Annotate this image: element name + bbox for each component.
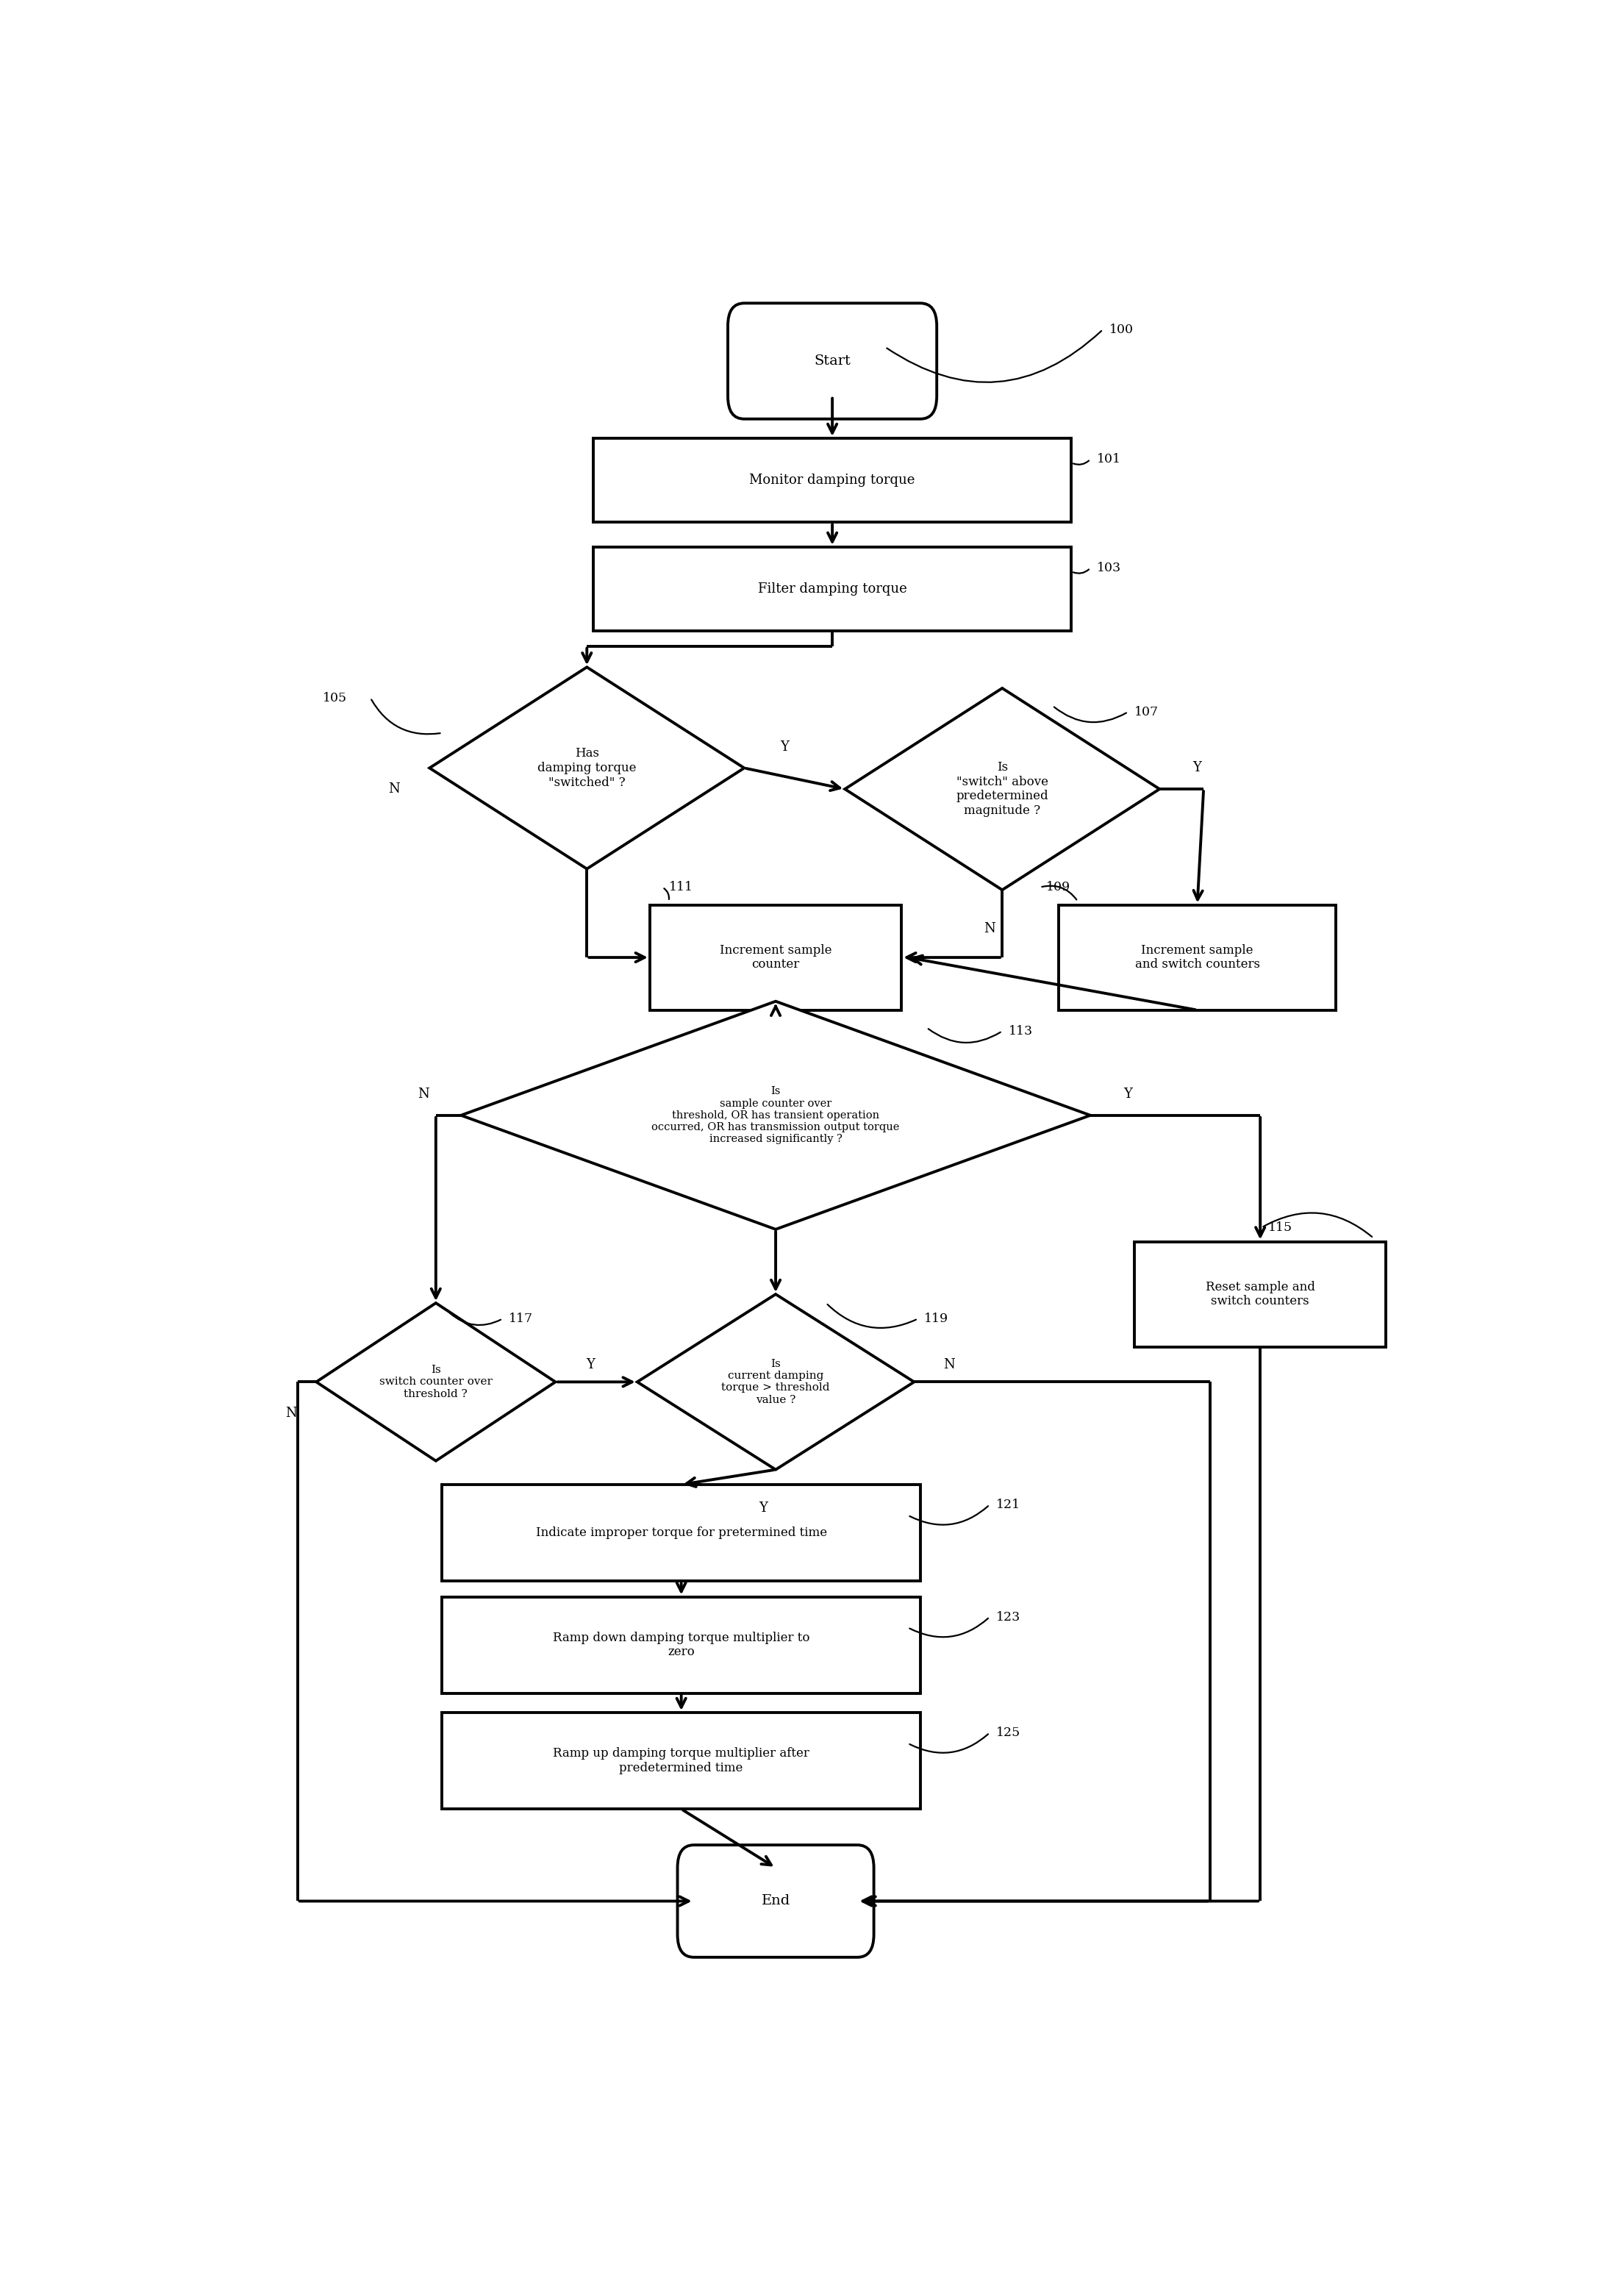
Text: Ramp up damping torque multiplier after
predetermined time: Ramp up damping torque multiplier after … bbox=[554, 1747, 809, 1775]
Text: Start: Start bbox=[814, 355, 851, 367]
Bar bbox=[442, 1713, 921, 1809]
Text: 113: 113 bbox=[1009, 1025, 1033, 1036]
Text: Monitor damping torque: Monitor damping torque bbox=[749, 474, 916, 487]
Text: Y: Y bbox=[780, 740, 789, 754]
FancyBboxPatch shape bbox=[677, 1845, 874, 1957]
Text: Is
"switch" above
predetermined
magnitude ?: Is "switch" above predetermined magnitud… bbox=[957, 761, 1049, 818]
Bar bbox=[442, 1485, 921, 1581]
Text: Is
current damping
torque > threshold
value ?: Is current damping torque > threshold va… bbox=[721, 1360, 830, 1406]
Text: N: N bbox=[984, 923, 996, 936]
Text: Reset sample and
switch counters: Reset sample and switch counters bbox=[1205, 1280, 1315, 1308]
Text: 121: 121 bbox=[996, 1499, 1020, 1510]
Polygon shape bbox=[844, 688, 1160, 891]
Polygon shape bbox=[317, 1303, 555, 1460]
Text: 109: 109 bbox=[1046, 882, 1070, 893]
Polygon shape bbox=[461, 1002, 1090, 1230]
Text: 123: 123 bbox=[996, 1611, 1020, 1624]
Text: 101: 101 bbox=[1096, 453, 1121, 465]
Text: 100: 100 bbox=[1109, 323, 1134, 335]
Bar bbox=[593, 437, 1072, 522]
Text: Has
damping torque
"switched" ?: Has damping torque "switched" ? bbox=[538, 747, 637, 788]
Text: Increment sample
counter: Increment sample counter bbox=[719, 943, 831, 970]
Text: 111: 111 bbox=[669, 882, 693, 893]
Text: N: N bbox=[388, 781, 400, 795]
Text: Y: Y bbox=[1194, 761, 1202, 775]
Text: Increment sample
and switch counters: Increment sample and switch counters bbox=[1135, 943, 1260, 970]
Text: Is
switch counter over
threshold ?: Is switch counter over threshold ? bbox=[380, 1365, 492, 1399]
Text: 107: 107 bbox=[1134, 706, 1158, 718]
Text: N: N bbox=[286, 1408, 297, 1419]
Text: N: N bbox=[944, 1358, 955, 1371]
Text: Y: Y bbox=[586, 1358, 594, 1371]
Text: End: End bbox=[762, 1895, 791, 1907]
Text: 115: 115 bbox=[1268, 1221, 1293, 1235]
Text: 117: 117 bbox=[508, 1312, 533, 1326]
Bar bbox=[1134, 1242, 1385, 1346]
Text: N: N bbox=[417, 1087, 429, 1100]
FancyBboxPatch shape bbox=[728, 303, 937, 419]
Bar bbox=[442, 1597, 921, 1693]
Text: Is
sample counter over
threshold, OR has transient operation
occurred, OR has tr: Is sample counter over threshold, OR has… bbox=[651, 1087, 900, 1144]
Bar bbox=[650, 904, 901, 1009]
Text: Y: Y bbox=[1124, 1087, 1132, 1100]
Text: 105: 105 bbox=[323, 693, 348, 704]
Polygon shape bbox=[429, 667, 744, 868]
Text: Indicate improper torque for pretermined time: Indicate improper torque for pretermined… bbox=[536, 1526, 827, 1540]
Text: 125: 125 bbox=[996, 1727, 1020, 1738]
Text: 119: 119 bbox=[924, 1312, 948, 1326]
Text: Y: Y bbox=[758, 1501, 768, 1515]
Bar bbox=[1059, 904, 1335, 1009]
Bar bbox=[593, 547, 1072, 631]
Text: Ramp down damping torque multiplier to
zero: Ramp down damping torque multiplier to z… bbox=[552, 1631, 810, 1658]
Polygon shape bbox=[637, 1294, 914, 1469]
Text: Filter damping torque: Filter damping torque bbox=[758, 583, 906, 597]
Text: 103: 103 bbox=[1096, 563, 1121, 574]
